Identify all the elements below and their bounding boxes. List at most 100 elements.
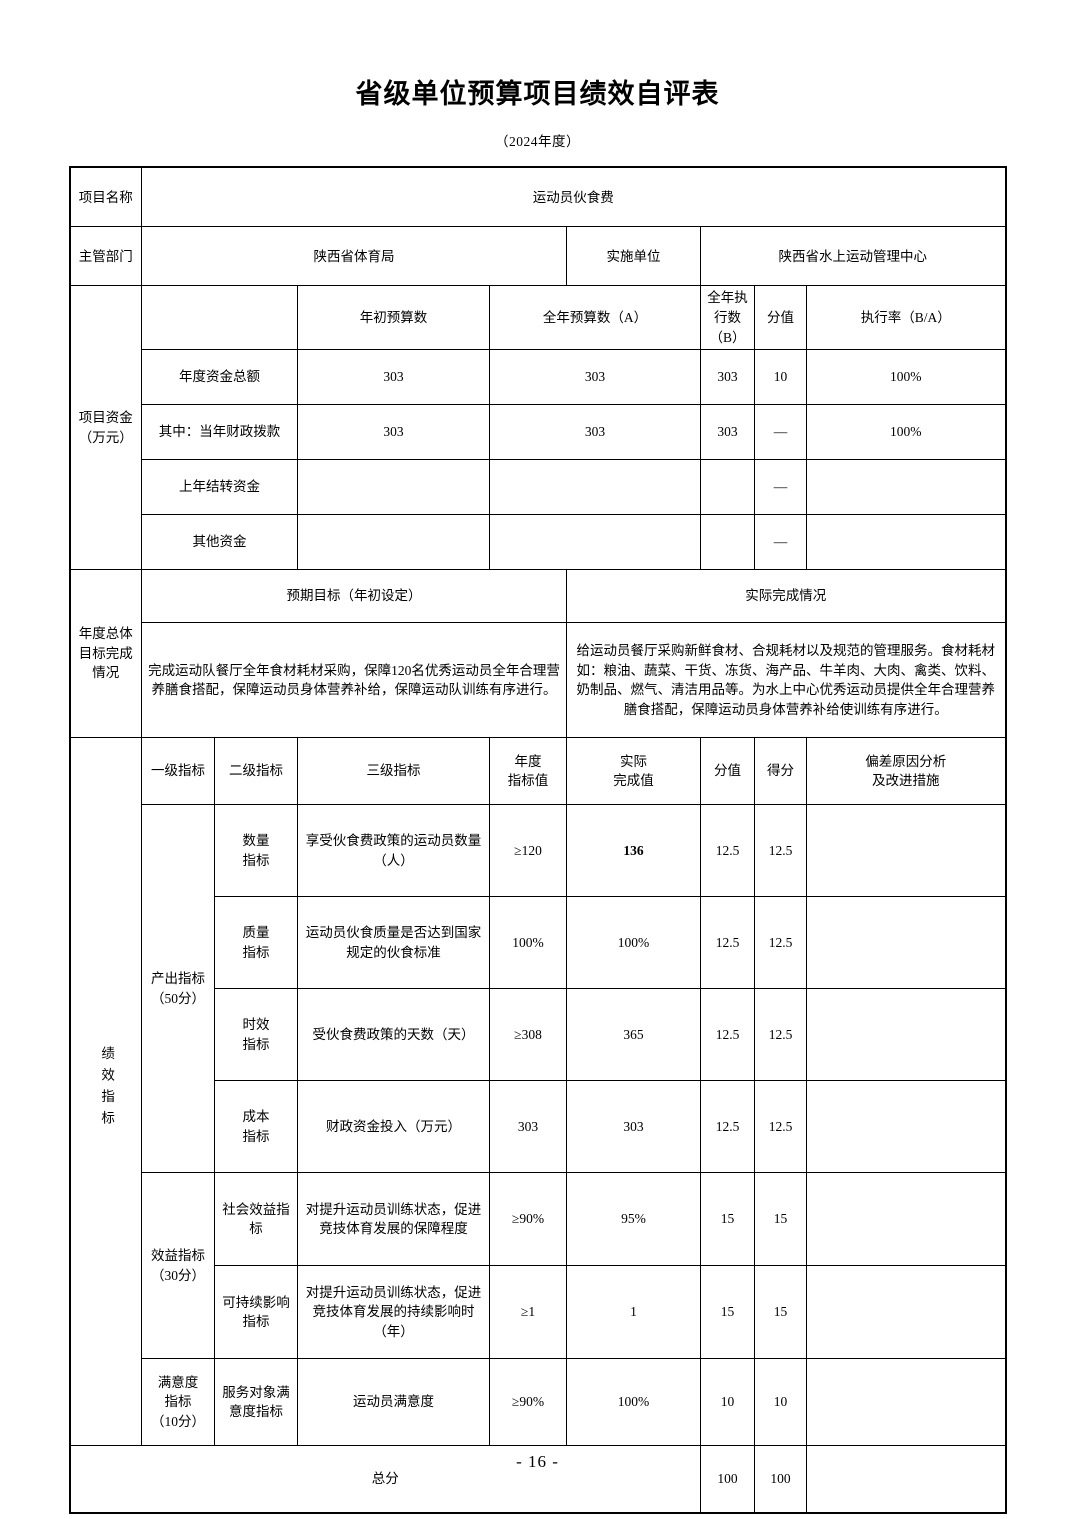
indicator-deviation (806, 1358, 1006, 1447)
indicator-score: 10 (754, 1358, 807, 1447)
indicator-score-value: 12.5 (700, 804, 755, 898)
indicator-level2-line1: 时效 (242, 1017, 270, 1033)
table-row-performance-header: 绩效指标 一级指标 二级指标 三级指标 年度 指标值 实际 完成值 分值 得分 … (69, 737, 1006, 1447)
funds-row-label-2: 上年结转资金 (141, 459, 298, 516)
performance-side-label-text: 绩效指标 (99, 1045, 115, 1132)
funds-year-budget-2 (489, 459, 701, 516)
group-label-satisfaction-line3: （10分） (151, 1413, 205, 1429)
indicator-level2: 社会效益指 标 (214, 1172, 298, 1267)
indicator-level2: 质量 指标 (214, 896, 298, 990)
total-deviation (806, 1445, 1006, 1514)
indicator-level3: 运动员伙食质量是否达到国家规定的伙食标准 (297, 896, 490, 990)
indicator-actual: 95% (566, 1172, 701, 1267)
goal-label-line1: 年度总体 (78, 626, 133, 642)
table-row-funds-appropriation: 其中：当年财政拨款 303 303 303 — 100% (70, 404, 1006, 461)
indicator-deviation (806, 1265, 1006, 1360)
indicator-score: 12.5 (754, 804, 807, 898)
funds-label-line2: （万元） (78, 429, 133, 445)
indicator-level3: 受伙食费政策的天数（天） (297, 988, 490, 1082)
funds-begin-budget-0: 303 (297, 349, 490, 406)
funds-score-value-2: — (754, 459, 807, 516)
funds-row-label-1: 其中：当年财政拨款 (141, 404, 298, 461)
funds-year-exec-0: 303 (700, 349, 755, 406)
table-row-funds-total: 年度资金总额 303 303 303 10 100% (70, 349, 1006, 406)
col-header-deviation-line1: 偏差原因分析 (865, 753, 947, 769)
page-subtitle: （2024年度） (495, 134, 580, 150)
indicator-level2-line2: 指标 (242, 1036, 270, 1052)
goal-label-line2: 目标完成 (78, 645, 133, 661)
col-header-target: 年度 指标值 (489, 737, 567, 806)
table-row-indicator: 成本 指标 财政资金投入（万元） 303 303 12.5 12.5 (70, 1080, 1006, 1174)
indicator-deviation (806, 896, 1006, 990)
project-name-value: 运动员伙食费 (141, 166, 1006, 228)
col-header-deviation: 偏差原因分析 及改进措施 (806, 737, 1006, 806)
group-label-benefit-line2: （30分） (151, 1267, 205, 1283)
indicator-level2: 时效 指标 (214, 988, 298, 1082)
indicator-actual: 365 (566, 988, 701, 1082)
group-label-output-line2: （50分） (151, 990, 205, 1006)
table-row-department: 主管部门 陕西省体育局 实施单位 陕西省水上运动管理中心 (69, 226, 1006, 287)
indicator-level2-line1: 服务对象满 (222, 1384, 290, 1400)
funds-year-exec-1: 303 (700, 404, 755, 461)
col-header-target-line1: 年度 (514, 753, 542, 769)
funds-row-label-3: 其他资金 (141, 514, 298, 571)
indicator-level2-line1: 可持续影响 (222, 1294, 290, 1310)
indicator-score-value: 12.5 (700, 896, 755, 990)
table-row-indicator: 效益指标 （30分） 社会效益指 标 对提升运动员训练状态，促进竞技体育发展的保… (70, 1172, 1006, 1360)
indicator-target: 303 (489, 1080, 567, 1174)
group-label-output-line1: 产出指标 (151, 971, 205, 987)
table-row-funds-other: 其他资金 — (70, 514, 1006, 571)
dept-value: 陕西省体育局 (141, 226, 567, 287)
col-header-score-value: 分值 (754, 285, 807, 351)
indicator-level2-line1: 质量 (242, 925, 270, 941)
table-row-funds-carryover: 上年结转资金 — (70, 459, 1006, 516)
col-header-perf-score-value: 分值 (700, 737, 755, 806)
funds-score-value-3: — (754, 514, 807, 571)
indicator-score: 12.5 (754, 896, 807, 990)
funds-row-label-0: 年度资金总额 (141, 349, 298, 406)
funds-year-budget-1: 303 (489, 404, 701, 461)
funds-year-exec-3 (700, 514, 755, 571)
indicator-target: 100% (489, 896, 567, 990)
goal-expected-header: 预期目标（年初设定） (141, 569, 567, 624)
funds-label-line1: 项目资金 (78, 410, 133, 426)
table-row-indicator: 质量 指标 运动员伙食质量是否达到国家规定的伙食标准 100% 100% 12.… (70, 896, 1006, 990)
funds-exec-rate-3 (806, 514, 1006, 571)
goal-actual-header: 实际完成情况 (566, 569, 1006, 624)
funds-exec-rate-0: 100% (806, 349, 1006, 406)
page-number: - 16 - (516, 1452, 559, 1471)
funds-header-blank (141, 285, 298, 351)
performance-self-evaluation-table: 项目名称 运动员伙食费 主管部门 陕西省体育局 实施单位 陕西省水上运动管理中心… (68, 166, 1007, 1515)
col-header-actual-line1: 实际 (620, 753, 647, 769)
funds-score-value-1: — (754, 404, 807, 461)
col-header-actual-line2: 完成值 (613, 773, 654, 789)
col-header-level2: 二级指标 (214, 737, 298, 806)
indicator-level2: 服务对象满 意度指标 (214, 1358, 298, 1447)
indicator-score: 12.5 (754, 988, 807, 1082)
col-header-actual: 实际 完成值 (566, 737, 701, 806)
indicator-level2-line1: 社会效益指 (222, 1201, 290, 1217)
indicator-level2: 成本 指标 (214, 1080, 298, 1174)
project-name-label: 项目名称 (69, 166, 142, 228)
table-row-indicator: 满意度 指标 （10分） 服务对象满 意度指标 运动员满意度 ≥90% 100%… (70, 1358, 1006, 1447)
indicator-score: 15 (754, 1172, 807, 1267)
table-row-goal-body: 完成运动队餐厅全年食材耗材采购，保障120名优秀运动员全年合理营养膳食搭配，保障… (70, 622, 1006, 739)
indicator-level2-line2: 指标 (242, 944, 270, 960)
indicator-level2-line1: 成本 (242, 1109, 270, 1125)
funds-exec-rate-2 (806, 459, 1006, 516)
indicator-level3: 对提升运动员训练状态，促进竞技体育发展的持续影响时（年） (297, 1265, 490, 1360)
funds-year-exec-2 (700, 459, 755, 516)
unit-value: 陕西省水上运动管理中心 (700, 226, 1006, 287)
funds-row-label: 项目资金 （万元） (69, 285, 142, 571)
funds-score-value-0: 10 (754, 349, 807, 406)
indicator-level3: 享受伙食费政策的运动员数量（人） (297, 804, 490, 898)
table-row-indicator: 产出指标 （50分） 数量 指标 享受伙食费政策的运动员数量（人） ≥120 1… (70, 804, 1006, 1174)
col-header-year-exec: 全年执行数（B） (700, 285, 755, 351)
total-score-label: 总分 (69, 1445, 701, 1514)
dept-label: 主管部门 (69, 226, 142, 287)
page-title: 省级单位预算项目绩效自评表 (355, 79, 720, 109)
indicator-level2: 可持续影响 指标 (214, 1265, 298, 1360)
funds-year-budget-3 (489, 514, 701, 571)
indicator-level2: 数量 指标 (214, 804, 298, 898)
